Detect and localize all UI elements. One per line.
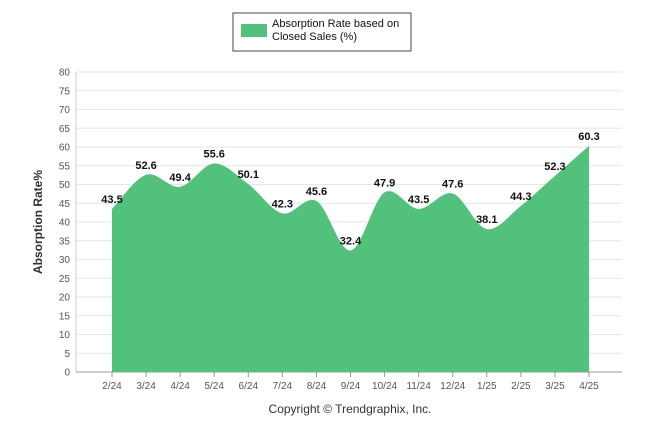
y-tick-label: 25: [59, 274, 71, 285]
y-tick-label: 30: [59, 255, 71, 266]
y-tick-label: 15: [59, 311, 71, 322]
x-tick-label: 10/24: [372, 381, 397, 392]
data-label: 45.6: [306, 186, 327, 198]
data-label: 52.3: [544, 161, 565, 173]
y-tick-label: 55: [59, 161, 71, 172]
data-label: 43.5: [408, 194, 429, 206]
y-tick-label: 80: [59, 68, 71, 79]
y-tick-label: 5: [64, 349, 70, 360]
x-tick-label: 1/25: [477, 381, 497, 392]
data-labels: 43.5 52.6 49.4 55.6 50.1 42.3 45.6 32.4 47.9 43.5…: [101, 131, 599, 248]
x-tick-label: 9/24: [341, 381, 361, 392]
x-tick-label: 8/24: [307, 381, 327, 392]
legend-swatch: [241, 24, 267, 37]
data-label: 47.6: [442, 179, 463, 191]
data-label: 47.9: [374, 177, 395, 189]
x-tick-label: 4/25: [579, 381, 599, 392]
data-label: 32.4: [340, 236, 362, 248]
x-tick-label: 2/25: [511, 381, 531, 392]
legend: Absorption Rate based on Closed Sales (%…: [232, 12, 412, 52]
x-tick-label: 7/24: [273, 381, 293, 392]
y-tick-label: 40: [59, 218, 71, 229]
x-tick-label: 12/24: [440, 381, 465, 392]
x-tick-label: 4/24: [170, 381, 190, 392]
y-tick-label: 35: [59, 236, 71, 247]
y-tick-label: 70: [59, 105, 71, 116]
y-axis-label: Absorption Rate%: [31, 170, 45, 274]
data-label: 49.4: [169, 172, 191, 184]
data-label: 38.1: [476, 214, 497, 226]
y-tick-label: 65: [59, 124, 71, 135]
data-label: 42.3: [272, 198, 293, 210]
series-area: [112, 145, 589, 372]
data-label: 60.3: [578, 131, 599, 143]
y-tick-label: 60: [59, 143, 71, 154]
x-tick-label: 5/24: [204, 381, 224, 392]
y-tick-label: 0: [64, 368, 70, 379]
data-label: 43.5: [101, 194, 122, 206]
y-tick-label: 10: [59, 330, 71, 341]
absorption-rate-area: [112, 145, 589, 372]
data-label: 55.6: [204, 149, 225, 161]
y-tick-label: 20: [59, 293, 71, 304]
data-label: 52.6: [135, 160, 156, 172]
y-tick-label: 45: [59, 199, 71, 210]
legend-label-line2: Closed Sales (%): [272, 31, 357, 43]
copyright-credit: Copyright © Trendgraphix, Inc.: [269, 402, 432, 416]
y-axis-ticks: 0 5 10 15 20 25 30 35 40 45 50 55 60 65 70 75 80: [59, 68, 71, 379]
y-tick-label: 50: [59, 180, 71, 191]
legend-label-line1: Absorption Rate based on: [272, 18, 399, 30]
x-axis-ticks: 2/24 3/24 4/24 5/24 6/24 7/24 8/24 9/24 10/24 11/…: [102, 372, 599, 392]
x-tick-label: 11/24: [406, 381, 431, 392]
y-tick-label: 75: [59, 86, 71, 97]
data-label: 44.3: [510, 191, 531, 203]
data-label: 50.1: [238, 169, 259, 181]
x-tick-label: 3/25: [545, 381, 565, 392]
x-tick-label: 6/24: [239, 381, 259, 392]
x-tick-label: 2/24: [102, 381, 122, 392]
x-tick-label: 3/24: [136, 381, 156, 392]
